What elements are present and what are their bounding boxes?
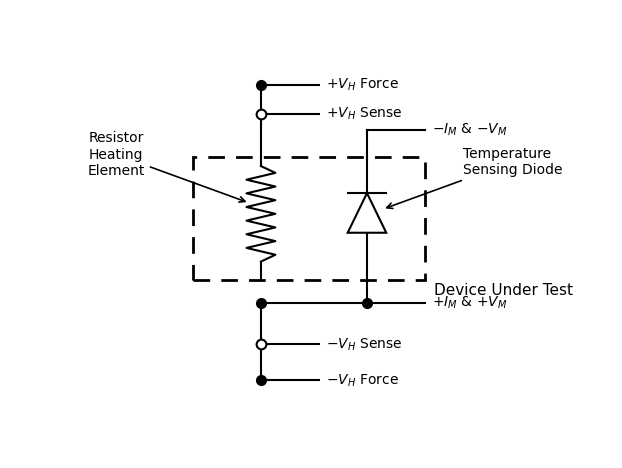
Text: $+V_H$ Sense: $+V_H$ Sense [326, 106, 402, 122]
Text: Resistor
Heating
Element: Resistor Heating Element [88, 132, 245, 202]
Text: Device Under Test: Device Under Test [434, 283, 573, 298]
Text: $- V_H$ Sense: $- V_H$ Sense [326, 336, 402, 353]
Text: Temperature
Sensing Diode: Temperature Sensing Diode [387, 146, 563, 208]
Bar [193, 157, 425, 279]
Text: $+ I_M$ & $+ V_M$: $+ I_M$ & $+ V_M$ [432, 295, 508, 311]
Text: $+V_H$ Force: $+V_H$ Force [326, 77, 399, 93]
Text: $- V_H$ Force: $- V_H$ Force [326, 372, 399, 389]
Text: $- I_M$ & $- V_M$: $- I_M$ & $- V_M$ [432, 122, 508, 138]
